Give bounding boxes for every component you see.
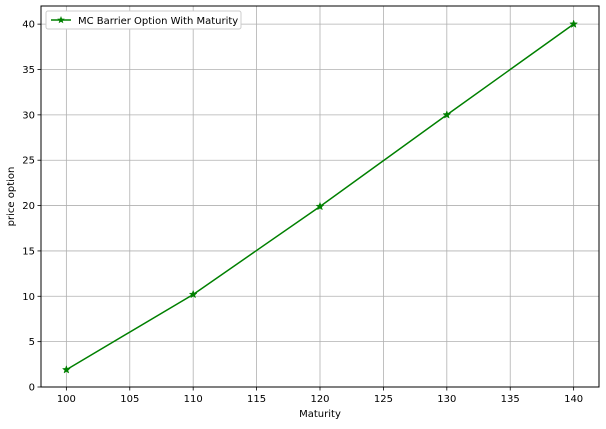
data-point-star-marker xyxy=(442,110,452,119)
x-tick-label: 100 xyxy=(57,394,76,405)
legend: MC Barrier Option With Maturity xyxy=(45,10,242,30)
y-tick-label: 30 xyxy=(22,110,35,121)
y-tick-label: 20 xyxy=(22,201,35,212)
x-tick-label: 105 xyxy=(120,394,139,405)
legend-entry-label: MC Barrier Option With Maturity xyxy=(78,16,238,27)
series-layer xyxy=(61,19,579,374)
axis-ticks: 100 105 110 115 120 125 130 135 140 0 5 10 15 20 25 30 3… xyxy=(22,20,583,405)
data-point-star-marker xyxy=(61,365,71,374)
x-axis-label: Maturity xyxy=(299,409,341,420)
x-tick-label: 140 xyxy=(564,394,583,405)
x-tick-label: 130 xyxy=(437,394,456,405)
data-point-star-marker xyxy=(569,19,579,28)
grid xyxy=(41,6,599,388)
y-tick-label: 5 xyxy=(29,337,35,348)
y-tick-label: 15 xyxy=(22,246,35,257)
x-tick-label: 135 xyxy=(501,394,520,405)
y-axis-label: price option xyxy=(6,167,17,227)
x-tick-label: 115 xyxy=(247,394,266,405)
data-point-star-marker xyxy=(188,289,198,299)
data-point-star-marker xyxy=(315,201,325,211)
y-tick-label: 25 xyxy=(22,156,35,167)
y-tick-label: 40 xyxy=(22,20,35,31)
x-tick-label: 120 xyxy=(310,394,329,405)
legend-box xyxy=(45,10,242,30)
x-tick-label: 110 xyxy=(184,394,203,405)
x-tick-label: 125 xyxy=(374,394,393,405)
y-tick-label: 10 xyxy=(22,292,35,303)
y-tick-label: 0 xyxy=(29,383,35,394)
legend-star-marker xyxy=(57,16,65,24)
y-tick-label: 35 xyxy=(22,65,35,76)
